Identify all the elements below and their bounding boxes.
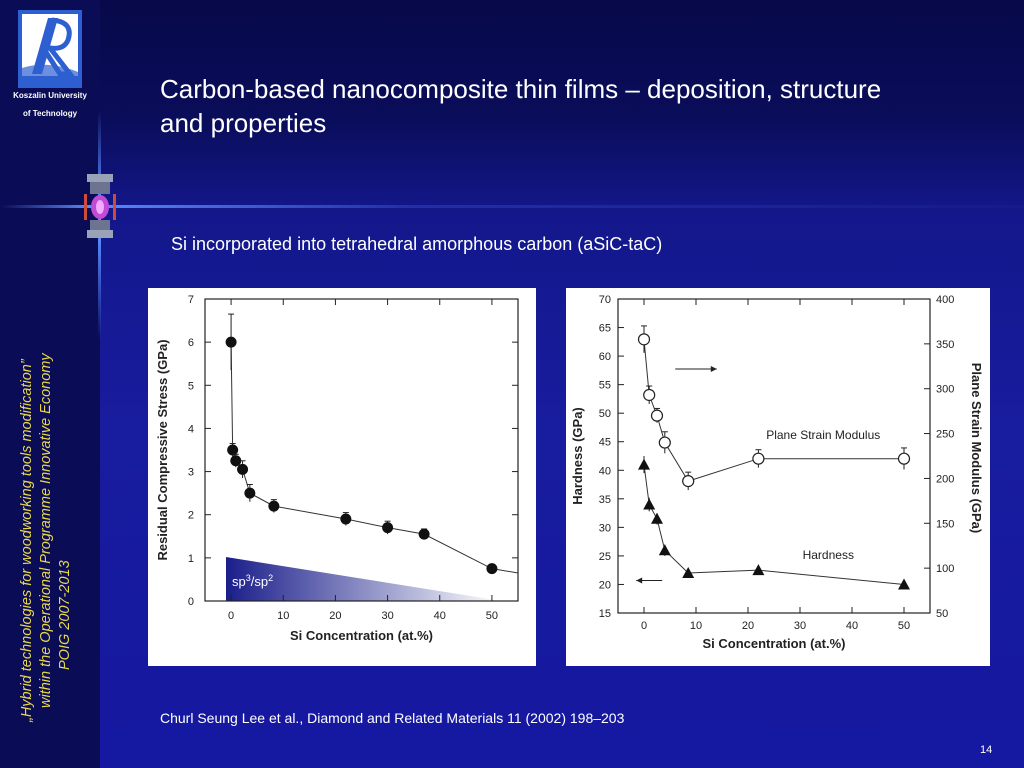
y2-tick-label: 350 bbox=[936, 339, 954, 351]
hardness-axis-arrow-head bbox=[636, 577, 643, 584]
plot-frame bbox=[204, 298, 519, 602]
y-tick-label: 25 bbox=[599, 551, 611, 563]
modulus-point bbox=[897, 452, 911, 465]
y2-tick-label: 250 bbox=[936, 429, 954, 441]
citation: Churl Seung Lee et al., Diamond and Rela… bbox=[160, 710, 625, 726]
x-tick-label: 0 bbox=[641, 620, 647, 632]
modulus-point bbox=[637, 333, 651, 346]
hardness-point bbox=[898, 578, 910, 590]
hardness-point bbox=[651, 512, 663, 524]
hardness-point bbox=[682, 567, 695, 579]
y-tick-label: 70 bbox=[599, 294, 611, 306]
x-tick-label: 40 bbox=[846, 620, 858, 632]
x-tick-label: 10 bbox=[277, 610, 289, 622]
modulus-point bbox=[682, 475, 695, 488]
y2-tick-label: 400 bbox=[936, 294, 954, 306]
page-title: Carbon-based nanocomposite thin films – … bbox=[160, 72, 980, 140]
y2-tick-label: 200 bbox=[936, 473, 954, 485]
stress-point bbox=[486, 563, 498, 575]
project-info-line1: „Hybrid technologies for woodworking too… bbox=[19, 359, 35, 722]
y2-tick-label: 100 bbox=[936, 563, 954, 575]
sp3-sp2-gradient-wedge bbox=[226, 557, 502, 601]
x-tick-label: 0 bbox=[228, 610, 234, 622]
y2-tick-label: 50 bbox=[936, 608, 948, 620]
y-axis-label: Hardness (GPa) bbox=[570, 407, 585, 505]
stress-point bbox=[237, 463, 249, 475]
stress-point bbox=[225, 336, 237, 348]
hardness-series-label: Hardness bbox=[803, 548, 854, 562]
page-title-line2: and properties bbox=[160, 108, 327, 138]
y-tick-label: 55 bbox=[599, 380, 611, 392]
university-logo bbox=[18, 10, 82, 88]
header-divider-line bbox=[0, 205, 1024, 208]
x-tick-label: 30 bbox=[381, 610, 393, 622]
y-tick-label: 0 bbox=[188, 596, 194, 608]
stress-point bbox=[268, 500, 280, 512]
plot-frame bbox=[617, 298, 931, 614]
stress-chart: sp3/sp2 0 10 20 30 40 50 0 1 2 3 4 5 6 7 Si Concentrati… bbox=[155, 294, 519, 643]
y-tick-label: 50 bbox=[599, 408, 611, 420]
hardness-point bbox=[752, 564, 765, 576]
x-tick-label: 40 bbox=[434, 610, 446, 622]
sp3-sp2-label: sp3/sp2 bbox=[232, 573, 273, 589]
y-tick-label: 65 bbox=[599, 323, 611, 335]
y2-axis-label: Plane Strain Modulus (GPa) bbox=[969, 363, 984, 533]
x-axis-label: Si Concentration (at.%) bbox=[290, 628, 433, 643]
modulus-point bbox=[752, 452, 765, 465]
hardness-modulus-chart: 0 10 20 30 40 50 15 20 25 30 35 40 45 50 55 60 65 70 50 100… bbox=[570, 294, 984, 651]
x-tick-label: 30 bbox=[794, 620, 806, 632]
y-tick-label: 6 bbox=[188, 337, 194, 349]
y-tick-label: 3 bbox=[188, 467, 194, 479]
university-name-line2: of Technology bbox=[22, 109, 78, 118]
y2-tick-label: 150 bbox=[936, 518, 954, 530]
hardness-point bbox=[643, 498, 656, 510]
y2-tick-label: 300 bbox=[936, 384, 954, 396]
page-title-line1: Carbon-based nanocomposite thin films – … bbox=[160, 74, 882, 104]
y-tick-label: 35 bbox=[599, 494, 611, 506]
hardness-point bbox=[658, 544, 671, 556]
slide-subtitle: Si incorporated into tetrahedral amorpho… bbox=[171, 234, 663, 254]
y-tick-label: 2 bbox=[188, 510, 194, 522]
y-tick-label: 30 bbox=[599, 522, 611, 534]
page-number: 14 bbox=[980, 744, 993, 756]
y-tick-label: 40 bbox=[599, 465, 611, 477]
x-tick-label: 20 bbox=[742, 620, 754, 632]
stress-point bbox=[382, 522, 394, 534]
stress-series-line bbox=[230, 342, 519, 574]
stress-point bbox=[244, 487, 256, 499]
x-axis-label: Si Concentration (at.%) bbox=[702, 636, 845, 651]
x-tick-label: 50 bbox=[486, 610, 498, 622]
project-info-line3: POIG 2007-2013 bbox=[57, 560, 73, 670]
project-info-line2: within the Operational Programme Innovat… bbox=[38, 353, 54, 708]
y-tick-label: 60 bbox=[599, 351, 611, 363]
university-name-line1: Koszalin University bbox=[13, 91, 87, 100]
y-tick-label: 1 bbox=[188, 553, 194, 565]
x-tick-label: 50 bbox=[898, 620, 910, 632]
modulus-point bbox=[643, 388, 656, 402]
modulus-series-label: Plane Strain Modulus bbox=[766, 428, 880, 442]
stress-point bbox=[340, 513, 352, 525]
stress-point bbox=[418, 528, 430, 540]
y-tick-label: 20 bbox=[599, 579, 611, 591]
x-tick-label: 20 bbox=[329, 610, 341, 622]
y-tick-label: 45 bbox=[599, 437, 611, 449]
project-info-vertical-text: „Hybrid technologies for woodworking too… bbox=[18, 322, 82, 722]
y-tick-label: 5 bbox=[188, 380, 194, 392]
y-tick-label: 15 bbox=[599, 608, 611, 620]
stress-chart-panel: sp3/sp2 0 10 20 30 40 50 0 1 2 3 4 5 6 7 Si Concentrati… bbox=[148, 288, 536, 666]
x-tick-label: 10 bbox=[690, 620, 702, 632]
modulus-series-line bbox=[643, 339, 904, 482]
hardness-modulus-chart-panel: 0 10 20 30 40 50 15 20 25 30 35 40 45 50 55 60 65 70 50 100… bbox=[566, 288, 990, 666]
stress-point bbox=[230, 455, 242, 467]
modulus-point bbox=[658, 436, 671, 449]
stress-point bbox=[227, 444, 239, 456]
hardness-point bbox=[638, 458, 650, 470]
y-tick-label: 7 bbox=[188, 294, 194, 306]
y-axis-label: Residual Compressive Stress (GPa) bbox=[155, 339, 170, 560]
modulus-point bbox=[650, 409, 664, 422]
y-tick-label: 4 bbox=[188, 423, 194, 435]
deposition-tool-icon bbox=[84, 174, 116, 238]
modulus-axis-arrow-head bbox=[710, 365, 717, 372]
sidebar bbox=[0, 0, 100, 768]
